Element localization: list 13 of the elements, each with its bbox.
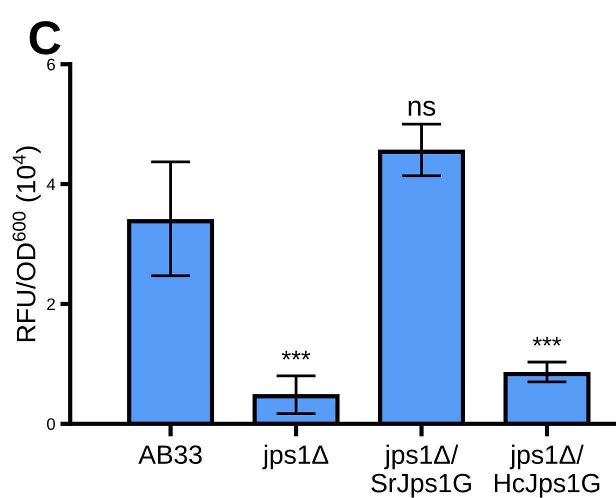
x-tick-label: jps1Δ [262, 444, 328, 470]
y-tick-label: 6 [47, 58, 55, 70]
y-axis-title: RFU/OD$^{600}$ (10$^{4}$) [12, 146, 41, 342]
x-tick-label: jps1Δ/ HcJps1G [494, 444, 600, 498]
text: C [30, 21, 61, 55]
annotation: ns [408, 100, 436, 116]
y-tick-label: 4 [46, 178, 56, 190]
x-tick-label: jps1Δ/ SrJps1G [371, 444, 471, 498]
annotation: *** [282, 350, 310, 360]
x-tick-label: AB33 [138, 445, 202, 464]
annotation: *** [532, 336, 562, 346]
y-tick-label: 0 [47, 418, 55, 430]
y-tick-label: 2 [47, 298, 55, 310]
